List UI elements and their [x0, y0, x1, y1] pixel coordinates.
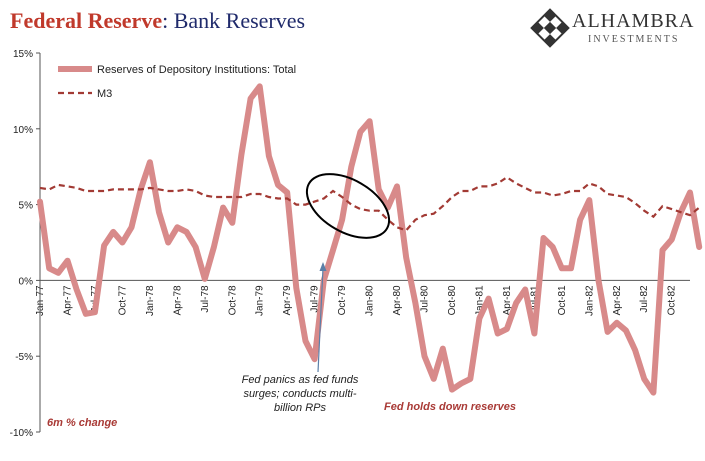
x-tick-label: Jul-78 — [200, 285, 211, 313]
y-tick-label: -10% — [10, 428, 33, 439]
highlight-ellipse — [305, 173, 391, 239]
x-tick-label: Oct-78 — [227, 285, 238, 315]
x-tick-label: Apr-82 — [612, 285, 623, 315]
x-tick-label: Jan-80 — [365, 285, 376, 316]
x-tick-label: Jan-79 — [255, 285, 266, 316]
x-tick-label: Jan-81 — [474, 285, 485, 316]
x-tick-label: Oct-79 — [337, 285, 348, 315]
logo-brand: ALHAMBRA — [572, 10, 695, 32]
diamond-lattice-icon — [530, 8, 570, 48]
annotation-fed-panics-2: surges; conducts multi- — [243, 388, 356, 400]
y-tick-label: -5% — [15, 352, 33, 363]
x-tick-label: Oct-82 — [667, 285, 678, 315]
annotation-arrow-head — [319, 262, 327, 271]
x-tick-label: Apr-80 — [392, 285, 403, 315]
x-tick-label: Oct-80 — [447, 285, 458, 315]
chart-title-part1: Federal Reserve — [10, 8, 163, 33]
x-tick-label: Oct-81 — [557, 285, 568, 315]
footnote-6m-change: 6m % change — [47, 417, 117, 429]
legend: Reserves of Depository Institutions: Tot… — [58, 64, 296, 100]
annotation-fed-holds: Fed holds down reserves — [384, 401, 516, 413]
x-tick-label: Apr-78 — [172, 285, 183, 315]
annotation-fed-panics-3: billion RPs — [274, 402, 326, 414]
x-tick-label: Jan-82 — [584, 285, 595, 316]
x-tick-label: Apr-77 — [62, 285, 73, 315]
x-tick-label: Oct-77 — [117, 285, 128, 315]
y-tick-label: 0% — [19, 276, 34, 287]
series-line-reserves — [37, 83, 703, 396]
x-tick-label: Jan-78 — [145, 285, 156, 316]
x-tick-label: Apr-81 — [502, 285, 513, 315]
x-tick-label: Apr-79 — [282, 285, 293, 315]
x-tick-label: Jul-82 — [639, 285, 650, 313]
logo-subtitle: INVESTMENTS — [588, 34, 680, 45]
legend-label-reserves: Reserves of Depository Institutions: Tot… — [97, 64, 296, 76]
annotation-arrow — [317, 267, 324, 373]
annotation-fed-panics-1: Fed panics as fed funds — [242, 374, 359, 386]
chart-title-part2: : Bank Reserves — [162, 8, 306, 33]
chart-title: Federal Reserve: Bank Reserves — [10, 8, 305, 34]
y-tick-label: 10% — [13, 125, 33, 136]
legend-label-m3: M3 — [97, 88, 112, 100]
x-tick-label: Jul-80 — [420, 285, 431, 313]
alhambra-logo: ALHAMBRA INVESTMENTS — [530, 8, 700, 48]
x-tick-label: Jul-79 — [310, 285, 321, 313]
y-tick-label: 15% — [13, 49, 33, 60]
series-line-m3 — [39, 175, 700, 232]
y-tick-label: 5% — [19, 201, 34, 212]
